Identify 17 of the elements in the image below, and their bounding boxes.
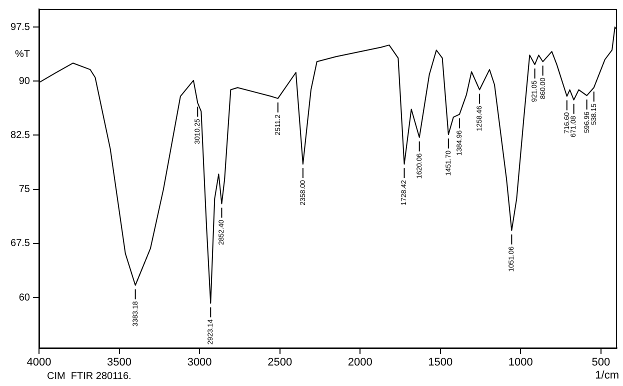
y-tick-label: 90 xyxy=(18,76,30,87)
y-tick-label: 97.5 xyxy=(10,22,30,33)
x-tick-label: 500 xyxy=(592,356,610,369)
x-tick-label: 2000 xyxy=(348,356,372,369)
y-tick-label: 75 xyxy=(18,184,30,196)
y-axis-title: %T xyxy=(15,48,30,60)
text: CIM FTIR 280116. xyxy=(47,370,132,382)
x-tick-label: 4000 xyxy=(26,356,52,369)
x-tick-label: 3500 xyxy=(107,356,132,369)
x-axis-title: 1/cm xyxy=(595,370,619,382)
y-tick-label: 82.5 xyxy=(10,130,30,141)
x-tick-label: 2500 xyxy=(268,356,292,369)
y-tick-label: 67.5 xyxy=(10,238,30,250)
x-tick-label: 1500 xyxy=(428,356,453,369)
y-tick-label: 60 xyxy=(18,292,30,304)
x-tick-label: 3000 xyxy=(187,356,212,369)
x-tick-label: 1000 xyxy=(508,356,533,369)
